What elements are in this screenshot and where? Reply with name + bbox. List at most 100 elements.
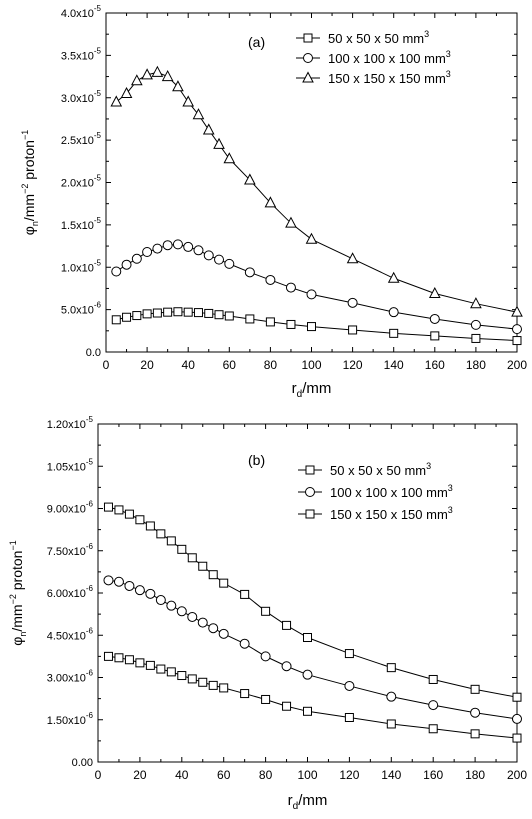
data-point (177, 544, 187, 554)
legend-marker (305, 487, 315, 497)
x-tick-label: 40 (182, 358, 196, 372)
y-tick-label: 0.0 (86, 347, 101, 359)
data-point (166, 667, 176, 677)
y-tick-label: 1.5x10-5 (61, 216, 102, 232)
y-tick-label: 1.20x10-5 (47, 415, 94, 431)
data-point (166, 600, 177, 611)
data-point (282, 701, 292, 711)
data-point (145, 521, 155, 531)
data-point (305, 232, 318, 244)
data-point (177, 671, 187, 681)
x-tick-label: 180 (465, 768, 485, 782)
x-tick-label: 200 (507, 768, 527, 782)
x-tick-label: 140 (384, 358, 404, 372)
data-point (388, 307, 399, 318)
data-point (470, 684, 480, 694)
data-point (346, 252, 359, 264)
data-point (219, 578, 229, 588)
data-point (176, 606, 187, 617)
data-point (124, 580, 135, 591)
y-tick-label: 3.0x10-5 (61, 89, 102, 105)
legend-entry: 150 x 150 x 150 mm3 (330, 505, 453, 522)
data-point (512, 336, 522, 346)
y-axis-label: φn/mm−2 proton−1 (8, 540, 28, 645)
x-tick-label: 80 (259, 768, 273, 782)
y-tick-label: 7.50x10-6 (47, 542, 94, 558)
data-point (193, 308, 203, 318)
y-tick-label: 9.00x10-6 (47, 500, 94, 516)
legend-entry: 50 x 50 x 50 mm3 (330, 461, 431, 478)
y-tick-label: 4.0x10-5 (61, 4, 102, 20)
data-point (470, 319, 481, 330)
data-point (264, 196, 277, 208)
data-point (142, 309, 152, 319)
x-tick-label: 160 (423, 768, 443, 782)
data-point (197, 617, 208, 628)
data-point (303, 633, 312, 643)
data-point (152, 243, 163, 254)
data-point (135, 658, 145, 668)
data-point (302, 669, 313, 680)
x-tick-label: 20 (140, 358, 154, 372)
x-tick-label: 180 (466, 358, 486, 372)
series-1 (103, 651, 522, 743)
series-2 (103, 575, 522, 724)
data-point (130, 74, 143, 86)
data-point (173, 307, 183, 317)
data-point (265, 317, 275, 327)
y-tick-label: 2.0x10-5 (61, 174, 102, 190)
data-point (187, 553, 197, 563)
x-tick-label: 100 (297, 768, 317, 782)
data-point (282, 620, 292, 630)
x-axis-label: rd/mm (292, 380, 332, 400)
data-point (244, 267, 255, 278)
data-point (192, 108, 205, 120)
data-point (202, 123, 215, 135)
data-point (260, 651, 271, 662)
x-tick-label: 100 (301, 358, 321, 372)
y-tick-label: 4.50x10-6 (47, 626, 94, 642)
data-point (113, 576, 124, 587)
legend: 50 x 50 x 50 mm3 100 x 100 x 100 mm3 150 x… (296, 29, 451, 86)
legend-marker (303, 53, 313, 63)
panel-label: (a) (248, 34, 265, 50)
data-point (155, 595, 166, 606)
data-point (183, 241, 194, 252)
legend-marker (303, 33, 313, 43)
data-point (389, 328, 399, 338)
y-tick-label: 1.05x10-5 (47, 457, 94, 473)
data-point (122, 312, 132, 322)
data-point (265, 274, 276, 285)
data-point (131, 253, 142, 264)
data-point (156, 664, 166, 674)
chart-panel-a: 0 20 40 60 80 100 120 140 160 180 200 0.0 5.0x10-6 1.… (20, 4, 527, 400)
data-point (430, 331, 440, 341)
y-tick-label: 0.00 (72, 757, 93, 769)
data-point (182, 95, 195, 107)
data-point (244, 173, 256, 185)
x-tick-label: 0 (95, 768, 102, 782)
data-point (285, 282, 296, 293)
legend-entry: 150 x 150 x 150 mm3 (328, 69, 451, 86)
data-point (387, 271, 400, 283)
data-point (198, 561, 208, 571)
data-point (111, 315, 121, 325)
data-point (240, 689, 250, 699)
x-tick-label: 120 (343, 358, 363, 372)
x-tick-label: 60 (223, 358, 237, 372)
data-point (141, 68, 153, 80)
data-point (208, 623, 219, 634)
series-line (115, 243, 518, 330)
data-point (193, 245, 204, 256)
x-tick-label: 120 (339, 768, 359, 782)
data-point (163, 307, 173, 317)
data-point (172, 239, 183, 250)
legend-marker (305, 509, 315, 519)
data-point (261, 694, 271, 704)
data-point (214, 254, 225, 265)
series-3 (103, 502, 522, 702)
data-point (214, 310, 224, 320)
series-line (115, 71, 518, 313)
x-axis-label: rd/mm (288, 792, 328, 812)
